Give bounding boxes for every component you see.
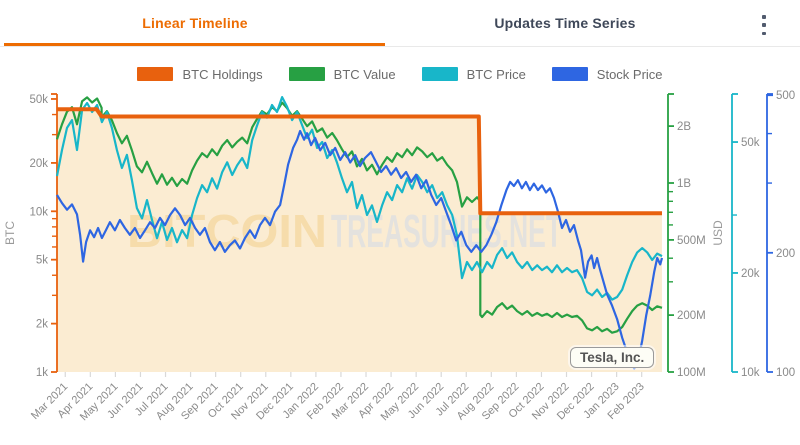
series-stock-price [56,129,664,370]
kebab-menu-icon[interactable] [755,13,773,37]
svg-text:1k: 1k [36,367,48,379]
legend-label: Stock Price [596,66,663,82]
axis-title-btc_price: USD [711,220,725,246]
legend-swatch-btc_price [421,67,458,81]
svg-text:5k: 5k [36,255,48,267]
svg-text:20k: 20k [29,158,48,170]
chart-legend: BTC Holdings BTC Value BTC Price Stock Pric… [0,64,800,84]
series-btc-holdings [57,107,662,216]
legend-swatch-stock_price [551,67,588,81]
svg-text:10k: 10k [741,367,760,379]
legend-label: BTC Value [333,66,396,82]
legend-swatch-btc_holdings [137,67,174,81]
legend-swatch-btc_value [288,67,325,81]
svg-text:50k: 50k [741,137,760,149]
svg-text:200: 200 [776,248,795,260]
company-tooltip: Tesla, Inc. [570,347,655,368]
axis-stock_price: 500 200 100 [766,90,795,379]
svg-text:1B: 1B [677,178,691,190]
axis-btc: 50k 20k 10k 5k 2k 1k BTC [3,93,58,379]
series-btc-price [55,96,663,301]
legend-item-btc_price[interactable]: BTC Price [421,66,526,82]
svg-text:50k: 50k [29,94,48,106]
tab-linear-timeline[interactable]: Linear Timeline [142,15,248,31]
svg-text:2B: 2B [677,121,691,133]
svg-text:100M: 100M [677,367,706,379]
legend-label: BTC Price [466,66,526,82]
svg-text:500: 500 [776,90,795,102]
svg-text:10k: 10k [29,206,48,218]
svg-text:200M: 200M [677,310,706,322]
svg-text:20k: 20k [741,268,760,280]
active-tab-indicator [4,43,385,46]
axis-btc_price: 50k 20k 10k USD [711,93,760,379]
axis-usd_value: 2B 1B 500M 200M 100M [667,93,706,379]
tab-updates-time-series[interactable]: Updates Time Series [494,15,636,31]
legend-label: BTC Holdings [182,66,263,82]
svg-text:2k: 2k [36,319,48,331]
legend-item-btc_value[interactable]: BTC Value [288,66,396,82]
axis-title-btc: BTC [3,221,17,245]
legend-item-stock_price[interactable]: Stock Price [551,66,663,82]
tab-bar: Linear Timeline Updates Time Series [0,0,800,47]
legend-item-btc_holdings[interactable]: BTC Holdings [137,66,263,82]
svg-text:500M: 500M [677,235,706,247]
svg-text:100: 100 [776,367,795,379]
